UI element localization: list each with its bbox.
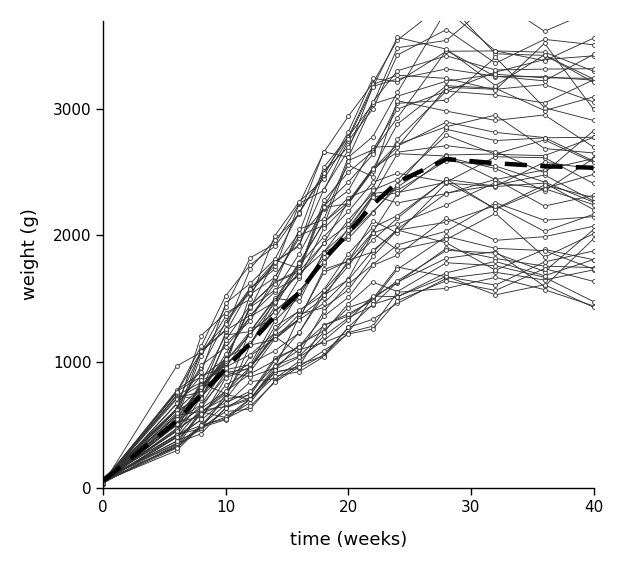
X-axis label: time (weeks): time (weeks)	[290, 531, 407, 549]
Y-axis label: weight (g): weight (g)	[21, 208, 39, 300]
